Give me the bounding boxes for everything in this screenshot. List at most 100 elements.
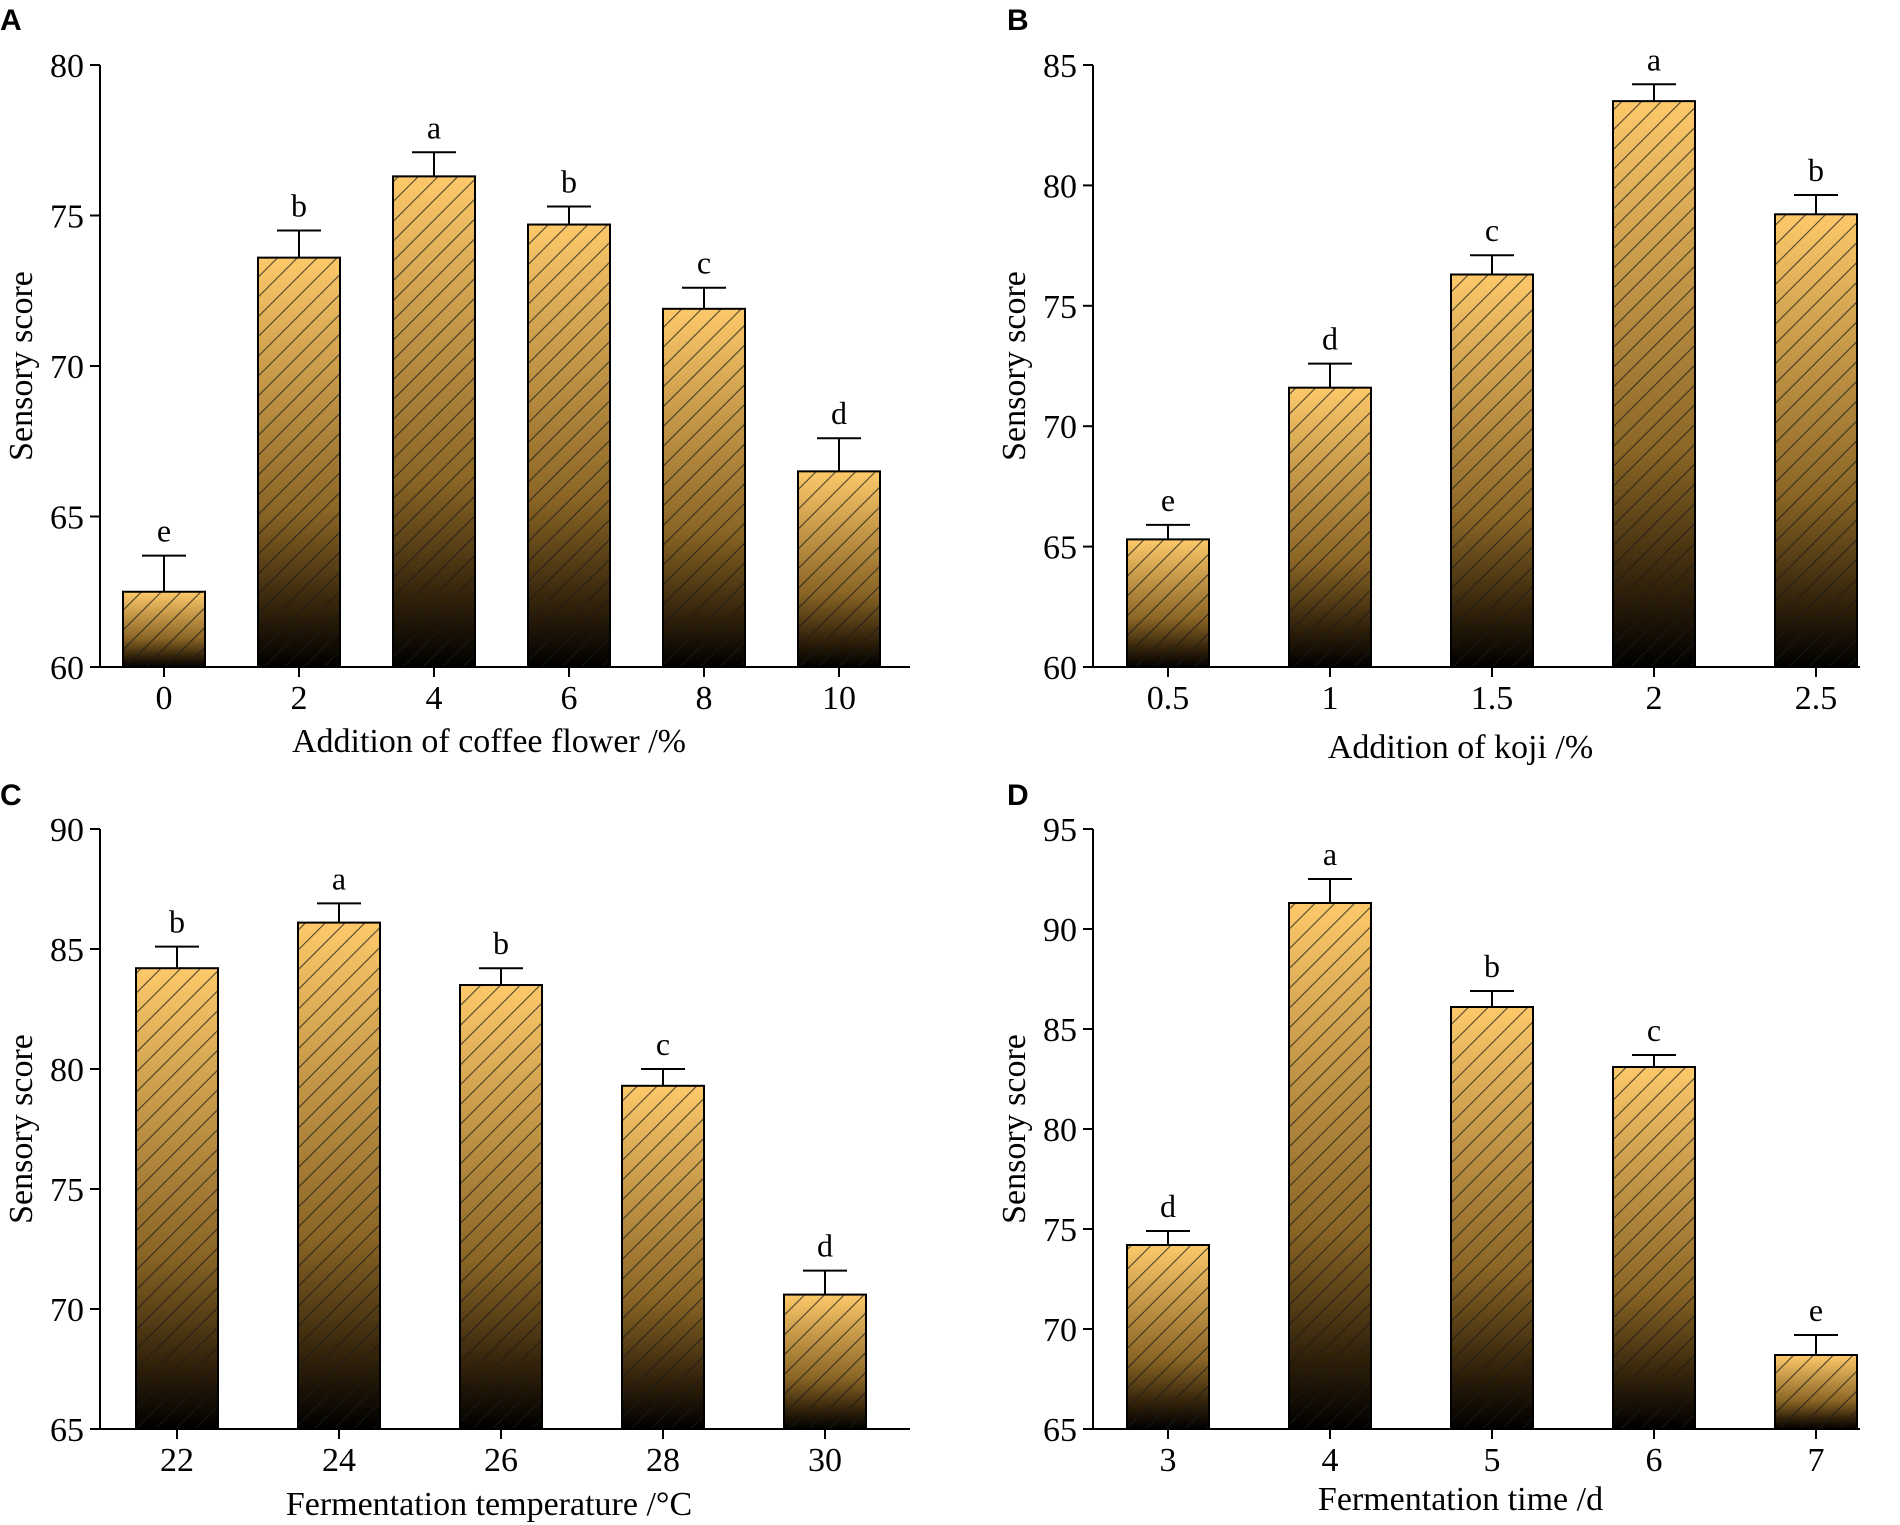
significance-label: c — [656, 1026, 670, 1062]
bar-hatch — [784, 1294, 866, 1429]
x-tick-label: 1.5 — [1471, 680, 1514, 717]
x-tick-label: 3 — [1160, 1442, 1177, 1479]
significance-label: d — [1322, 321, 1338, 357]
panel-letter: A — [0, 4, 22, 37]
x-tick-label: 4 — [426, 680, 443, 717]
x-tick-label: 2.5 — [1795, 680, 1838, 717]
x-tick-label: 8 — [696, 680, 713, 717]
significance-label: b — [291, 188, 307, 224]
significance-label: d — [1160, 1188, 1176, 1224]
significance-label: a — [427, 109, 441, 145]
y-tick-label: 60 — [50, 650, 84, 687]
y-tick-label: 90 — [1043, 912, 1077, 949]
bar-hatch — [1289, 903, 1371, 1429]
y-tick-label: 65 — [50, 1412, 84, 1449]
panel-letter: D — [1007, 779, 1029, 812]
panel-letter: B — [1007, 4, 1029, 37]
significance-label: a — [1323, 836, 1337, 872]
significance-label: c — [697, 245, 711, 281]
significance-label: e — [1809, 1292, 1823, 1328]
y-tick-label: 75 — [1043, 1212, 1077, 1249]
y-tick-label: 80 — [50, 48, 84, 85]
y-tick-label: 65 — [1043, 1412, 1077, 1449]
significance-label: c — [1647, 1012, 1661, 1048]
bar-hatch — [136, 968, 218, 1429]
x-tick-label: 0 — [156, 680, 173, 717]
y-tick-label: 80 — [50, 1052, 84, 1089]
y-tick-label: 75 — [50, 1172, 84, 1209]
x-tick-label: 0.5 — [1147, 680, 1190, 717]
y-tick-label: 80 — [1043, 1112, 1077, 1149]
x-tick-label: 10 — [822, 680, 856, 717]
bar-hatch — [1451, 274, 1533, 667]
y-tick-label: 75 — [50, 199, 84, 236]
panel-b: Be 0.5 d 1 c 1.5 a 2 b 2.5 60 65 70 75 80 85 Addition of… — [996, 4, 1860, 766]
y-tick-label: 85 — [1043, 1012, 1077, 1049]
bar-hatch — [123, 591, 205, 667]
y-tick-label: 65 — [1043, 530, 1077, 567]
y-tick-label: 70 — [50, 349, 84, 386]
significance-label: d — [831, 395, 847, 431]
x-tick-label: 24 — [322, 1442, 356, 1479]
significance-label: a — [1647, 41, 1661, 77]
x-tick-label: 2 — [1646, 680, 1663, 717]
x-tick-label: 2 — [291, 680, 308, 717]
bar-hatch — [298, 922, 380, 1429]
x-tick-label: 30 — [808, 1442, 842, 1479]
y-axis-label: Sensory score — [3, 271, 40, 461]
x-axis-label: Addition of koji /% — [1328, 729, 1593, 766]
panel-a: Ae 0 b 2 a 4 b 6 c 8 d 10 60 65 70 75 80 Addition of coff… — [0, 4, 910, 760]
x-tick-label: 4 — [1322, 1442, 1339, 1479]
x-axis-label: Fermentation time /d — [1318, 1481, 1603, 1518]
bar-hatch — [393, 176, 475, 667]
significance-label: b — [1484, 948, 1500, 984]
bar-hatch — [1127, 1245, 1209, 1429]
y-tick-label: 70 — [50, 1292, 84, 1329]
x-tick-label: 7 — [1808, 1442, 1825, 1479]
x-tick-label: 5 — [1484, 1442, 1501, 1479]
y-tick-label: 65 — [50, 500, 84, 537]
bar-hatch — [1289, 387, 1371, 667]
bar-hatch — [622, 1085, 704, 1429]
bar-hatch — [1613, 1067, 1695, 1429]
panel-c: Cb 22 a 24 b 26 c 28 d 30 65 70 75 80 85 90 Fermentation… — [0, 779, 910, 1523]
y-axis-label: Sensory score — [996, 271, 1033, 461]
significance-label: a — [332, 860, 346, 896]
y-tick-label: 75 — [1043, 289, 1077, 326]
x-tick-label: 22 — [160, 1442, 194, 1479]
bar-hatch — [1775, 214, 1857, 667]
x-tick-label: 6 — [1646, 1442, 1663, 1479]
bar-hatch — [460, 985, 542, 1429]
y-tick-label: 70 — [1043, 1312, 1077, 1349]
bar-hatch — [1775, 1355, 1857, 1429]
bar-hatch — [528, 224, 610, 667]
significance-label: b — [561, 163, 577, 199]
y-axis-label: Sensory score — [3, 1034, 40, 1224]
y-tick-label: 95 — [1043, 812, 1077, 849]
significance-label: b — [493, 925, 509, 961]
y-tick-label: 80 — [1043, 168, 1077, 205]
x-tick-label: 28 — [646, 1442, 680, 1479]
bar-hatch — [258, 257, 340, 667]
significance-label: c — [1485, 212, 1499, 248]
significance-label: e — [1161, 482, 1175, 518]
y-tick-label: 85 — [50, 932, 84, 969]
significance-label: d — [817, 1228, 833, 1264]
panel-d: Dd 3 a 4 b 5 c 6 e 7 65 70 75 80 85 90 95 Fermentation ti… — [996, 779, 1860, 1518]
significance-label: e — [157, 513, 171, 549]
bar-hatch — [1451, 1007, 1533, 1429]
bar-hatch — [1613, 101, 1695, 668]
x-axis-label: Fermentation temperature /°C — [286, 1486, 692, 1523]
bar-hatch — [1127, 539, 1209, 667]
x-tick-label: 6 — [561, 680, 578, 717]
significance-label: b — [1808, 152, 1824, 188]
x-tick-label: 26 — [484, 1442, 518, 1479]
y-tick-label: 85 — [1043, 48, 1077, 85]
panel-letter: C — [0, 779, 22, 812]
y-tick-label: 70 — [1043, 409, 1077, 446]
y-axis-label: Sensory score — [996, 1034, 1033, 1224]
x-axis-label: Addition of coffee flower /% — [292, 723, 686, 760]
x-tick-label: 1 — [1322, 680, 1339, 717]
y-tick-label: 60 — [1043, 650, 1077, 687]
